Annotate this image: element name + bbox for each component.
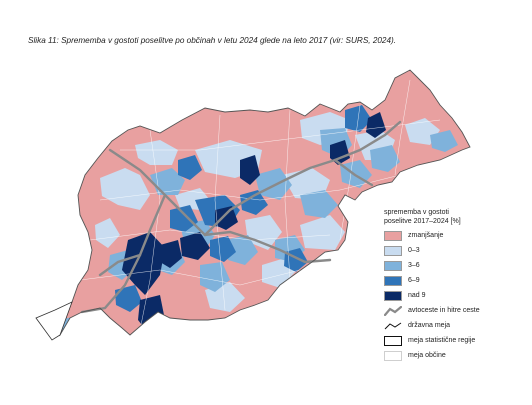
swatch-6-9	[384, 275, 402, 286]
legend-item-motorway: avtoceste in hitre ceste	[384, 303, 529, 318]
sea-outline	[35, 301, 73, 341]
legend-label: meja statistične regije	[408, 337, 476, 344]
legend-title-line2: poselitve 2017–2024 [%]	[384, 218, 461, 225]
legend-title: sprememba v gostoti poselitve 2017–2024 …	[384, 208, 529, 226]
legend-label: avtoceste in hitre ceste	[408, 307, 480, 314]
swatch-over-9	[384, 290, 402, 301]
map-caption: Slika 11: Sprememba v gostoti poselitve …	[28, 36, 397, 45]
legend-item-6-9: 6–9	[384, 273, 529, 288]
legend-item-region-border: meja statistične regije	[384, 333, 529, 348]
swatch-0-3	[384, 245, 402, 256]
swatch-3-6	[384, 260, 402, 271]
legend-item-municipality-border: meja občine	[384, 348, 529, 363]
motorway-line-icon	[384, 305, 402, 316]
legend-label: 3–6	[408, 262, 420, 269]
legend-item-national-border: državna meja	[384, 318, 529, 333]
legend-title-line1: sprememba v gostoti	[384, 209, 449, 216]
legend-item-3-6: 3–6	[384, 258, 529, 273]
legend-label: državna meja	[408, 322, 451, 329]
swatch-region-border	[384, 335, 402, 346]
legend-item-0-3: 0–3	[384, 243, 529, 258]
legend-item-decrease: zmanjšanje	[384, 228, 529, 243]
legend-label: 0–3	[408, 247, 420, 254]
legend-item-over-9: nad 9	[384, 288, 529, 303]
legend-label: nad 9	[408, 292, 426, 299]
map-legend: sprememba v gostoti poselitve 2017–2024 …	[384, 208, 529, 363]
national-border-line-icon	[384, 322, 402, 329]
legend-label: meja občine	[408, 352, 446, 359]
legend-label: 6–9	[408, 277, 420, 284]
swatch-decrease	[384, 230, 402, 241]
swatch-municipality-border	[384, 350, 402, 361]
national-border	[57, 69, 471, 337]
municipality-fills	[60, 105, 458, 335]
legend-label: zmanjšanje	[408, 232, 444, 239]
